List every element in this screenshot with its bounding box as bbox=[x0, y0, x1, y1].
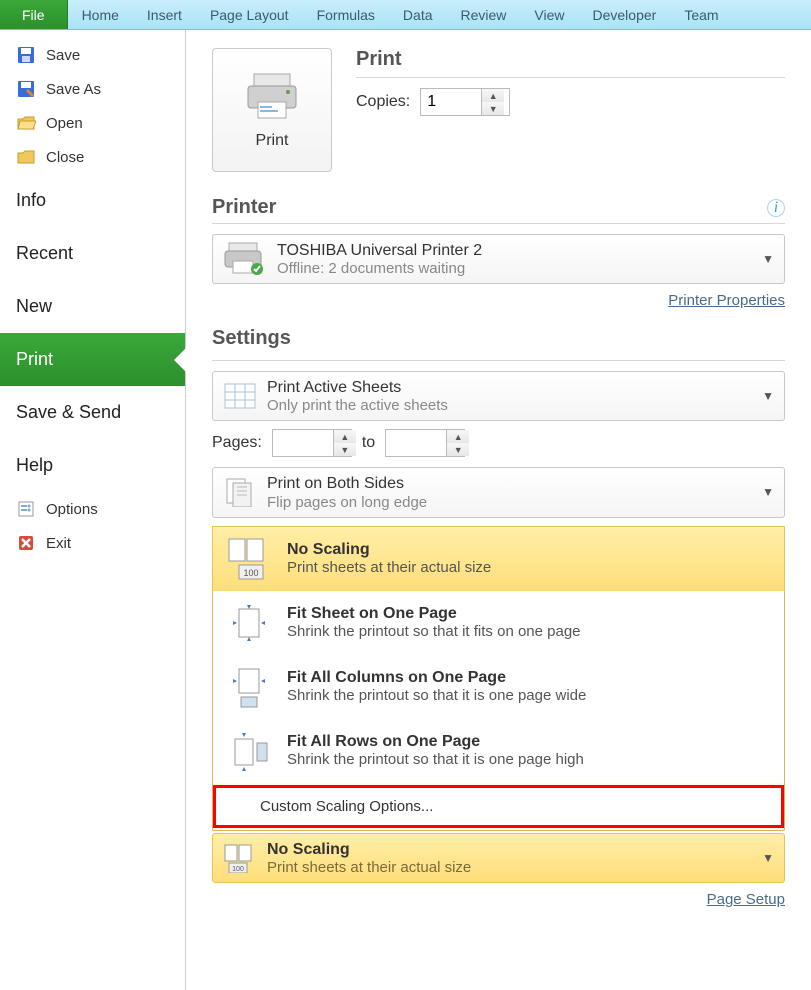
scaling-custom-option[interactable]: Custom Scaling Options... bbox=[213, 785, 784, 828]
printer-section-title: Printer bbox=[212, 196, 276, 219]
scaling-dropdown[interactable]: 100 No Scaling Print sheets at their act… bbox=[212, 833, 785, 883]
ribbon-tab-view[interactable]: View bbox=[520, 0, 578, 29]
chevron-down-icon: ▼ bbox=[762, 485, 774, 499]
printer-large-icon bbox=[244, 70, 300, 122]
fit-cols-icon bbox=[225, 665, 273, 709]
ribbon-tab-review[interactable]: Review bbox=[447, 0, 521, 29]
ribbon-tab-data[interactable]: Data bbox=[389, 0, 447, 29]
scaling-no-scaling-sub: Print sheets at their actual size bbox=[287, 559, 491, 576]
pages-to-spinner[interactable]: ▲▼ bbox=[385, 429, 465, 457]
page-setup-link[interactable]: Page Setup bbox=[707, 891, 785, 908]
scaling-fit-rows-sub: Shrink the printout so that it is one pa… bbox=[287, 751, 584, 768]
pages-to-label: to bbox=[362, 434, 375, 452]
print-what-dropdown[interactable]: Print Active Sheets Only print the activ… bbox=[212, 371, 785, 421]
pages-from-input[interactable] bbox=[273, 432, 333, 454]
sidebar-options-label: Options bbox=[46, 501, 98, 518]
scaling-no-scaling-title: No Scaling bbox=[287, 541, 491, 559]
save-icon bbox=[16, 45, 36, 65]
sidebar-save-label: Save bbox=[46, 47, 80, 64]
print-button-label: Print bbox=[256, 132, 289, 150]
sidebar-help[interactable]: Help bbox=[0, 439, 185, 492]
pages-label: Pages: bbox=[212, 434, 262, 452]
print-what-title: Print Active Sheets bbox=[267, 378, 448, 397]
scaling-menu: 100 No Scaling Print sheets at their act… bbox=[212, 526, 785, 831]
fit-rows-icon bbox=[225, 729, 273, 773]
scaling-current-sub: Print sheets at their actual size bbox=[267, 859, 471, 876]
sidebar-close-label: Close bbox=[46, 149, 84, 166]
scaling-current-title: No Scaling bbox=[267, 840, 471, 859]
sidebar-options[interactable]: Options bbox=[0, 492, 185, 526]
copies-spinner[interactable]: ▲▼ bbox=[420, 88, 510, 116]
print-panel: Print Print Copies: ▲▼ Printer i bbox=[186, 30, 811, 990]
scaling-fit-cols-title: Fit All Columns on One Page bbox=[287, 669, 586, 687]
print-button[interactable]: Print bbox=[212, 48, 332, 172]
print-title: Print bbox=[356, 48, 785, 71]
svg-text:100: 100 bbox=[232, 866, 244, 873]
sheets-icon bbox=[223, 381, 257, 411]
ribbon: File Home Insert Page Layout Formulas Da… bbox=[0, 0, 811, 30]
duplex-icon bbox=[223, 477, 257, 507]
sidebar-save-as[interactable]: Save As bbox=[0, 72, 185, 106]
no-scaling-icon: 100 bbox=[225, 537, 273, 581]
sidebar-save-send[interactable]: Save & Send bbox=[0, 386, 185, 439]
copies-input[interactable] bbox=[421, 91, 481, 113]
ribbon-tab-team[interactable]: Team bbox=[670, 0, 732, 29]
copies-down[interactable]: ▼ bbox=[482, 102, 504, 115]
copies-label: Copies: bbox=[356, 93, 410, 111]
chevron-down-icon: ▼ bbox=[762, 252, 774, 266]
print-what-sub: Only print the active sheets bbox=[267, 397, 448, 414]
scaling-fit-cols-sub: Shrink the printout so that it is one pa… bbox=[287, 687, 586, 704]
close-folder-icon bbox=[16, 147, 36, 167]
printer-properties-link[interactable]: Printer Properties bbox=[668, 292, 785, 309]
save-as-icon bbox=[16, 79, 36, 99]
duplex-sub: Flip pages on long edge bbox=[267, 494, 427, 511]
sidebar-exit[interactable]: Exit bbox=[0, 526, 185, 560]
pages-to-input[interactable] bbox=[386, 432, 446, 454]
printer-icon bbox=[223, 241, 267, 277]
ribbon-tab-insert[interactable]: Insert bbox=[133, 0, 196, 29]
scaling-option-no-scaling[interactable]: 100 No Scaling Print sheets at their act… bbox=[212, 526, 785, 592]
ribbon-tab-formulas[interactable]: Formulas bbox=[303, 0, 389, 29]
open-icon bbox=[16, 113, 36, 133]
ribbon-tab-page-layout[interactable]: Page Layout bbox=[196, 0, 303, 29]
sidebar-exit-label: Exit bbox=[46, 535, 71, 552]
scaling-fit-sheet-title: Fit Sheet on One Page bbox=[287, 605, 581, 623]
printer-status: Offline: 2 documents waiting bbox=[277, 260, 482, 277]
pages-from-spinner[interactable]: ▲▼ bbox=[272, 429, 352, 457]
scaling-fit-sheet-sub: Shrink the printout so that it fits on o… bbox=[287, 623, 581, 640]
exit-icon bbox=[16, 533, 36, 553]
scaling-option-fit-sheet[interactable]: Fit Sheet on One Page Shrink the printou… bbox=[213, 591, 784, 655]
chevron-down-icon: ▼ bbox=[762, 389, 774, 403]
printer-name: TOSHIBA Universal Printer 2 bbox=[277, 241, 482, 260]
ribbon-tab-home[interactable]: Home bbox=[68, 0, 133, 29]
scaling-option-fit-cols[interactable]: Fit All Columns on One Page Shrink the p… bbox=[213, 655, 784, 719]
sidebar-open[interactable]: Open bbox=[0, 106, 185, 140]
sidebar-recent[interactable]: Recent bbox=[0, 227, 185, 280]
fit-sheet-icon bbox=[225, 601, 273, 645]
settings-section-title: Settings bbox=[212, 327, 291, 350]
chevron-down-icon: ▼ bbox=[762, 851, 774, 865]
backstage-sidebar: Save Save As Open Close Info Recent New … bbox=[0, 30, 186, 990]
duplex-title: Print on Both Sides bbox=[267, 474, 427, 493]
sidebar-save-as-label: Save As bbox=[46, 81, 101, 98]
copies-up[interactable]: ▲ bbox=[482, 89, 504, 102]
sidebar-close[interactable]: Close bbox=[0, 140, 185, 174]
scaling-fit-rows-title: Fit All Rows on One Page bbox=[287, 733, 584, 751]
duplex-dropdown[interactable]: Print on Both Sides Flip pages on long e… bbox=[212, 467, 785, 517]
sidebar-save[interactable]: Save bbox=[0, 38, 185, 72]
scaling-current-icon: 100 bbox=[223, 843, 257, 873]
svg-text:100: 100 bbox=[243, 568, 258, 578]
scaling-option-fit-rows[interactable]: Fit All Rows on One Page Shrink the prin… bbox=[213, 719, 784, 783]
sidebar-open-label: Open bbox=[46, 115, 83, 132]
printer-dropdown[interactable]: TOSHIBA Universal Printer 2 Offline: 2 d… bbox=[212, 234, 785, 284]
options-icon bbox=[16, 499, 36, 519]
ribbon-tab-file[interactable]: File bbox=[0, 0, 68, 29]
ribbon-tab-developer[interactable]: Developer bbox=[579, 0, 671, 29]
sidebar-print[interactable]: Print bbox=[0, 333, 185, 386]
info-icon[interactable]: i bbox=[767, 199, 785, 217]
sidebar-info[interactable]: Info bbox=[0, 174, 185, 227]
sidebar-new[interactable]: New bbox=[0, 280, 185, 333]
